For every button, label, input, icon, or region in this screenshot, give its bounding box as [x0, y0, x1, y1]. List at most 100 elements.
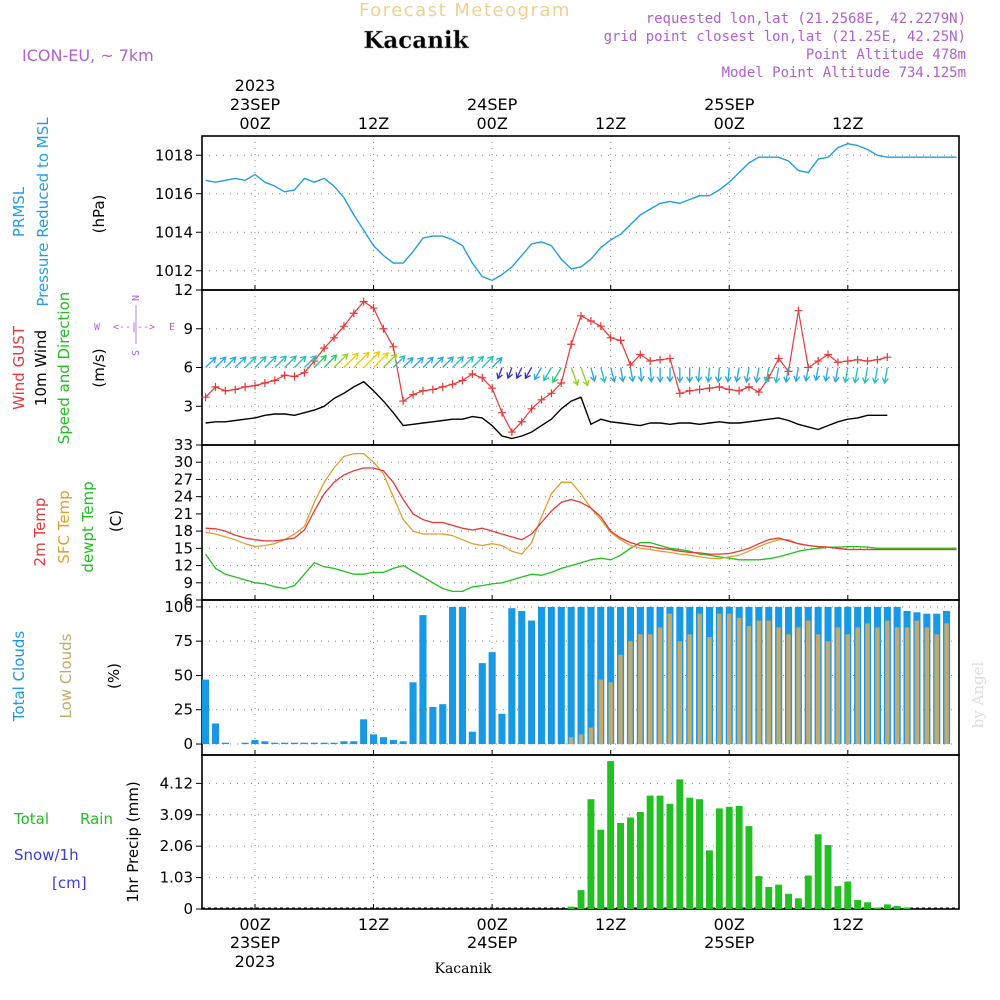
wind-speed-direction-label: Speed and Direction: [55, 292, 73, 445]
gust-marker: [527, 404, 536, 413]
low-cloud-bar: [766, 620, 771, 745]
low-cloud-bar: [707, 637, 712, 744]
rain-bar: [597, 829, 605, 909]
low-cloud-bar: [736, 617, 742, 744]
gust-marker: [231, 385, 240, 394]
low-cloud-bar: [875, 627, 880, 744]
low-cloud-bar: [598, 679, 603, 745]
prmsl-label: PRMSL: [10, 186, 28, 237]
wind-direction-arrow: [264, 355, 277, 368]
gust-marker: [399, 397, 408, 406]
rain-bar: [844, 881, 852, 909]
y-tick-label: 18: [174, 522, 193, 540]
wind-direction-arrow: [733, 367, 741, 383]
wind-direction-arrow: [452, 356, 465, 368]
gust-marker: [596, 322, 605, 331]
temp-2m-line: [205, 467, 957, 555]
total-cloud-bar: [498, 713, 506, 744]
top-date-label: 24SEP: [467, 95, 518, 114]
wind-direction-arrow: [294, 355, 307, 368]
wind-direction-arrow: [481, 355, 494, 368]
gust-marker: [863, 357, 872, 366]
snow-per-hour-label: Snow/1h: [14, 846, 79, 864]
total-cloud-bar: [221, 742, 229, 745]
rain-bar: [834, 886, 842, 909]
low-cloud-bar: [667, 613, 673, 744]
wind-direction-arrow: [515, 367, 523, 380]
compass-east: E: [169, 322, 175, 333]
wind-direction-arrow: [724, 367, 732, 383]
total-cloud-bar: [468, 731, 476, 744]
wind-direction-arrow: [763, 367, 771, 384]
rain-bar: [893, 906, 901, 909]
wind-direction-arrow: [373, 352, 390, 368]
low-cloud-bar: [638, 634, 643, 744]
clouds-panel: 0 25 50 75 100: [164, 598, 960, 756]
temp-sfc-label: SFC Temp: [55, 490, 73, 563]
rain-bar: [854, 899, 862, 909]
wind-direction-arrow: [783, 367, 791, 384]
wind-direction-arrow: [743, 367, 751, 384]
low-cloud-bar: [687, 634, 692, 744]
ms-unit-label: (m/s): [90, 348, 108, 387]
total-cloud-bar: [389, 739, 397, 744]
rain-bar: [646, 795, 654, 909]
low-clouds-label: Low Clouds: [57, 633, 75, 718]
requested-coords: requested lon,lat (21.2568E, 42.2279N): [646, 11, 966, 27]
gust-line: [205, 301, 888, 433]
gust-marker: [211, 382, 220, 391]
gust-marker: [241, 382, 250, 391]
y-tick-label: 1016: [155, 185, 193, 203]
gust-marker: [665, 354, 674, 363]
rain-bar: [676, 779, 684, 909]
gust-marker: [616, 336, 625, 345]
wind-direction-arrow: [822, 367, 830, 383]
rain-bar: [587, 799, 595, 909]
rain-bar: [814, 834, 822, 909]
total-cloud-bar: [508, 608, 516, 744]
low-cloud-bar: [796, 627, 801, 744]
wind-direction-arrow: [656, 367, 664, 384]
total-cloud-bar: [360, 719, 368, 744]
credit-watermark: by Angel: [969, 661, 987, 728]
wind-direction-arrow: [552, 367, 562, 384]
total-cloud-bar: [458, 606, 466, 745]
gust-marker: [349, 309, 358, 318]
gust-marker: [567, 340, 576, 349]
rain-bar: [607, 761, 615, 909]
wind-direction-arrow: [580, 367, 590, 387]
gust-marker: [577, 311, 586, 320]
bottom-hour-label: 00Z: [476, 915, 507, 934]
gust-marker: [695, 385, 704, 394]
y-tick-label: 3: [183, 397, 193, 415]
wind-direction-arrow: [589, 367, 597, 383]
rain-bar: [627, 817, 634, 909]
bottom-hour-label: 12Z: [832, 915, 863, 934]
bottom-hour-label: 12Z: [358, 915, 389, 934]
wind-direction-arrow: [462, 356, 474, 368]
total-cloud-bar: [281, 742, 289, 745]
precipitation-panel: 0 1.03 2.06 3.09 4.12: [160, 754, 960, 918]
low-cloud-bar: [855, 627, 860, 744]
gust-marker: [705, 384, 714, 393]
low-cloud-bar: [746, 626, 752, 745]
y-tick-label: 27: [174, 470, 193, 488]
rain-bar: [775, 884, 783, 909]
y-tick-label: 3.09: [160, 806, 193, 824]
gust-marker: [606, 333, 615, 342]
wind-direction-arrow: [524, 367, 533, 380]
low-cloud-bar: [885, 620, 890, 745]
low-cloud-bar: [776, 627, 781, 744]
wind-direction-arrow: [422, 356, 434, 368]
gust-marker: [478, 373, 487, 382]
wind-direction-arrow: [333, 353, 349, 368]
top-hour-label: 00Z: [476, 114, 507, 133]
bottom-hour-label: 00Z: [239, 915, 270, 934]
total-cloud-bar: [439, 704, 447, 744]
total-cloud-bar: [607, 606, 615, 745]
rain-bar: [883, 904, 891, 909]
rain-bar: [577, 890, 585, 909]
wind-direction-arrow: [313, 354, 327, 368]
total-cloud-bar: [370, 734, 378, 744]
